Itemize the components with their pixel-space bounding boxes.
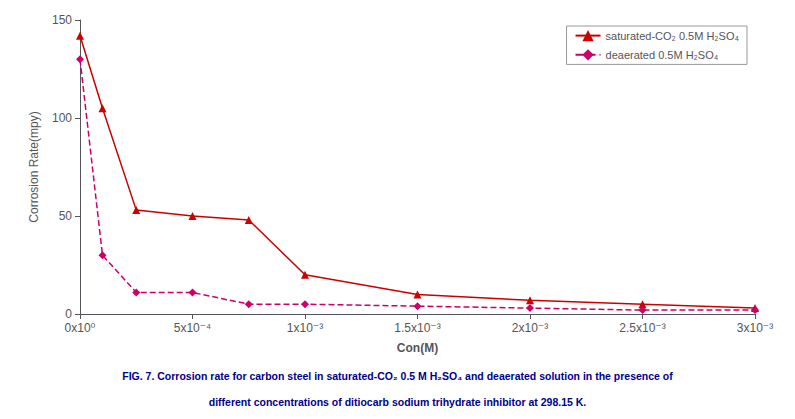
svg-text:saturated-CO₂ 0.5M H₂SO₄: saturated-CO₂ 0.5M H₂SO₄ [606, 30, 740, 42]
svg-text:2x10⁻³: 2x10⁻³ [512, 321, 548, 335]
svg-text:0: 0 [65, 307, 72, 321]
svg-text:Con(M): Con(M) [397, 341, 438, 355]
svg-text:5x10⁻⁴: 5x10⁻⁴ [174, 321, 212, 335]
svg-text:3x10⁻³: 3x10⁻³ [737, 321, 773, 335]
svg-text:100: 100 [52, 111, 72, 125]
svg-text:1.5x10⁻³: 1.5x10⁻³ [394, 321, 440, 335]
svg-text:Corrosion Rate(mpy): Corrosion Rate(mpy) [27, 111, 41, 222]
svg-text:50: 50 [59, 209, 73, 223]
svg-text:1x10⁻³: 1x10⁻³ [287, 321, 323, 335]
svg-text:150: 150 [52, 13, 72, 27]
svg-text:deaerated 0.5M H₂SO₄: deaerated 0.5M H₂SO₄ [606, 49, 719, 61]
svg-text:FIG. 7. Corrosion rate for car: FIG. 7. Corrosion rate for carbon steel … [122, 370, 673, 382]
svg-text:0x10⁰: 0x10⁰ [65, 321, 96, 335]
svg-text:2.5x10⁻³: 2.5x10⁻³ [619, 321, 665, 335]
svg-text:different concentrations of di: different concentrations of ditiocarb so… [209, 396, 587, 408]
